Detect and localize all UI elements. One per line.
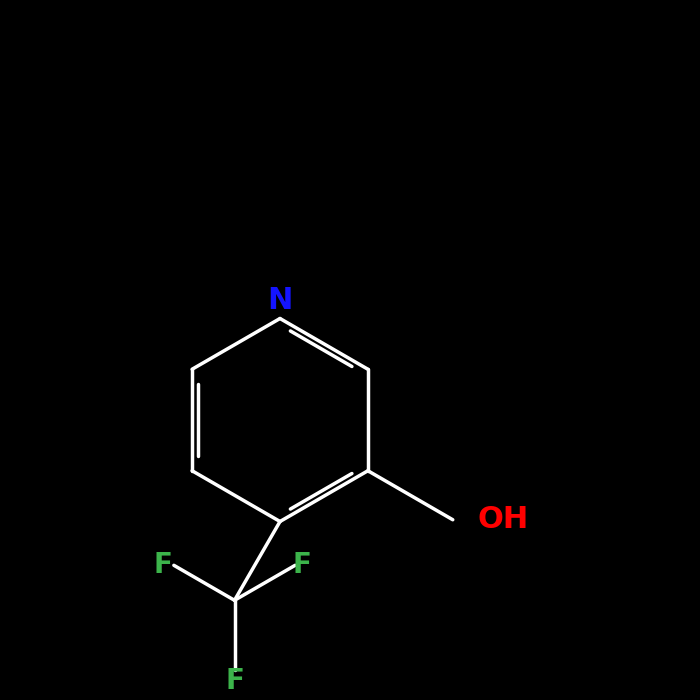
Text: F: F	[225, 667, 244, 695]
Text: OH: OH	[477, 505, 528, 534]
Text: F: F	[293, 552, 312, 580]
Text: N: N	[267, 286, 293, 316]
Text: F: F	[154, 552, 173, 580]
